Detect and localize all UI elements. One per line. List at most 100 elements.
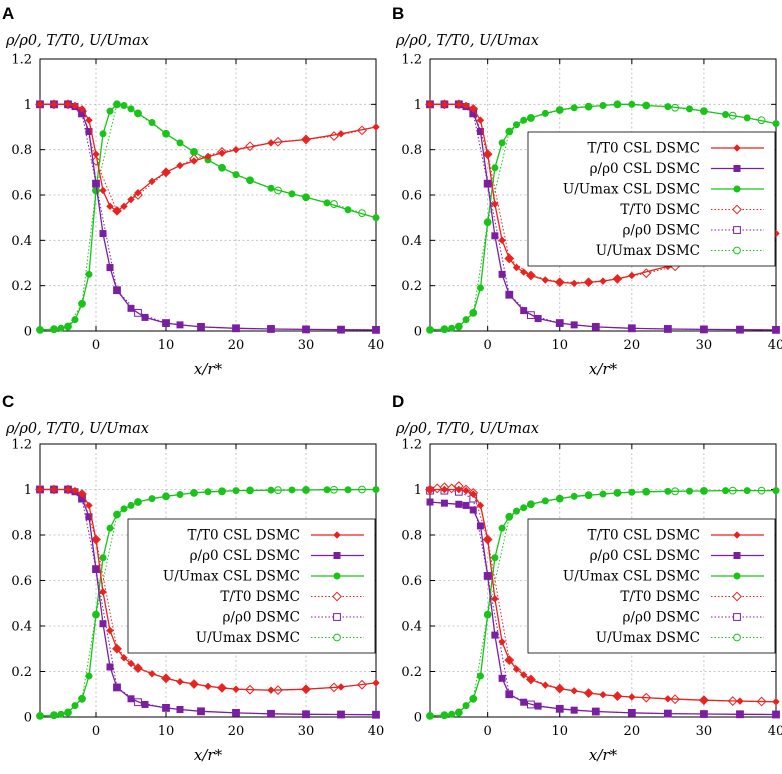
data-point: [64, 485, 72, 494]
data-point: [642, 101, 650, 109]
grid: [40, 59, 376, 331]
x-tick-label: 20: [624, 724, 641, 739]
data-point: [176, 321, 184, 329]
series-U-csl: [426, 100, 780, 334]
data-point: [141, 313, 149, 321]
data-point: [176, 139, 184, 147]
data-point: [469, 490, 477, 498]
panel-a: Aρ/ρ0, T/T0, U/Umax 0 10 20 30 40 0 0.2 0.4 0.6 0.…: [2, 4, 384, 378]
legend-marker: [733, 226, 741, 234]
data-point: [267, 710, 275, 718]
data-point: [432, 483, 443, 494]
data-point: [302, 325, 310, 333]
legend-label: ρ/ρ0 DSMC: [622, 223, 700, 239]
panel-letter: B: [392, 4, 404, 23]
data-point: [491, 200, 499, 208]
data-point: [556, 705, 564, 713]
data-point: [232, 685, 240, 693]
data-point: [120, 654, 128, 662]
legend-box: [527, 131, 776, 267]
legend-label: T/T0 DSMC: [220, 589, 300, 605]
data-point: [267, 486, 275, 494]
legend-marker: [733, 633, 741, 642]
data-point: [85, 672, 93, 680]
data-point: [267, 325, 275, 333]
legend-label: ρ/ρ0 CSL DSMC: [590, 161, 700, 177]
data-point: [162, 674, 170, 683]
x-tick-label: 20: [228, 338, 245, 353]
data-point: [512, 263, 521, 272]
data-point: [541, 109, 549, 117]
legend-label: T/T0 DSMC: [620, 589, 700, 605]
legend-label: ρ/ρ0 CSL DSMC: [590, 548, 700, 564]
legend-marker: [733, 531, 741, 539]
data-point: [106, 264, 114, 272]
legend-label: T/T0 DSMC: [620, 202, 700, 218]
legend-marker: [333, 572, 341, 580]
legend: T/T0 CSL DSMC ρ/ρ0 CSL DSMC U/Umax CSL DSM…: [127, 518, 376, 654]
data-point: [743, 114, 751, 122]
data-point: [462, 702, 470, 710]
data-point: [106, 202, 114, 211]
data-point: [344, 206, 352, 214]
data-point: [106, 626, 114, 635]
data-point: [736, 326, 744, 334]
data-point: [476, 284, 484, 292]
y-tick-label: 0.6: [11, 189, 32, 204]
data-point: [85, 116, 93, 124]
data-point: [92, 611, 100, 619]
panel-letter: D: [392, 392, 404, 411]
series-T-csl: [426, 485, 780, 706]
x-axis-label: x/r*: [194, 746, 223, 764]
x-tick-label: 20: [624, 338, 641, 353]
data-point: [50, 325, 58, 333]
x-tick-label: 10: [158, 724, 175, 739]
data-point: [599, 690, 607, 699]
y-axis-label: ρ/ρ0, T/T0, U/Umax: [5, 33, 149, 49]
data-point: [127, 304, 135, 312]
data-point: [204, 488, 212, 496]
data-point: [372, 486, 380, 493]
data-point: [190, 157, 198, 165]
data-point: [288, 486, 296, 494]
legend-marker: [333, 633, 341, 642]
data-point: [426, 712, 434, 720]
data-point: [585, 103, 593, 111]
y-tick-label: 1: [414, 483, 422, 498]
data-point: [106, 663, 114, 671]
data-point: [426, 326, 434, 334]
data-point: [267, 686, 275, 694]
data-point: [736, 710, 744, 718]
y-axis-label: ρ/ρ0, T/T0, U/Umax: [395, 33, 539, 49]
data-point: [498, 674, 506, 682]
data-point: [513, 121, 520, 129]
data-point: [570, 492, 578, 500]
series-U-csl: [36, 100, 380, 334]
data-point: [484, 611, 492, 619]
series-T-csl: [36, 100, 380, 215]
data-point: [520, 116, 528, 124]
data-point: [498, 638, 506, 646]
data-point: [527, 675, 535, 684]
legend-marker: [333, 552, 341, 559]
data-point: [176, 705, 184, 713]
data-point: [484, 218, 492, 226]
data-point: [162, 130, 170, 138]
data-point: [246, 176, 254, 184]
data-point: [57, 710, 65, 718]
legend-marker: [733, 552, 741, 559]
y-tick-label: 0.8: [11, 143, 32, 158]
data-point: [134, 109, 142, 117]
data-point: [92, 565, 100, 573]
y-tick-label: 0.4: [401, 620, 422, 635]
data-point: [491, 164, 499, 172]
data-point: [302, 135, 310, 144]
legend-label: U/Umax DSMC: [596, 243, 700, 259]
data-point: [476, 522, 484, 530]
data-point: [455, 708, 463, 716]
data-point: [190, 680, 198, 688]
data-point: [148, 670, 156, 678]
data-point: [491, 594, 499, 603]
data-point: [440, 485, 449, 494]
x-tick-label: 40: [368, 338, 385, 353]
